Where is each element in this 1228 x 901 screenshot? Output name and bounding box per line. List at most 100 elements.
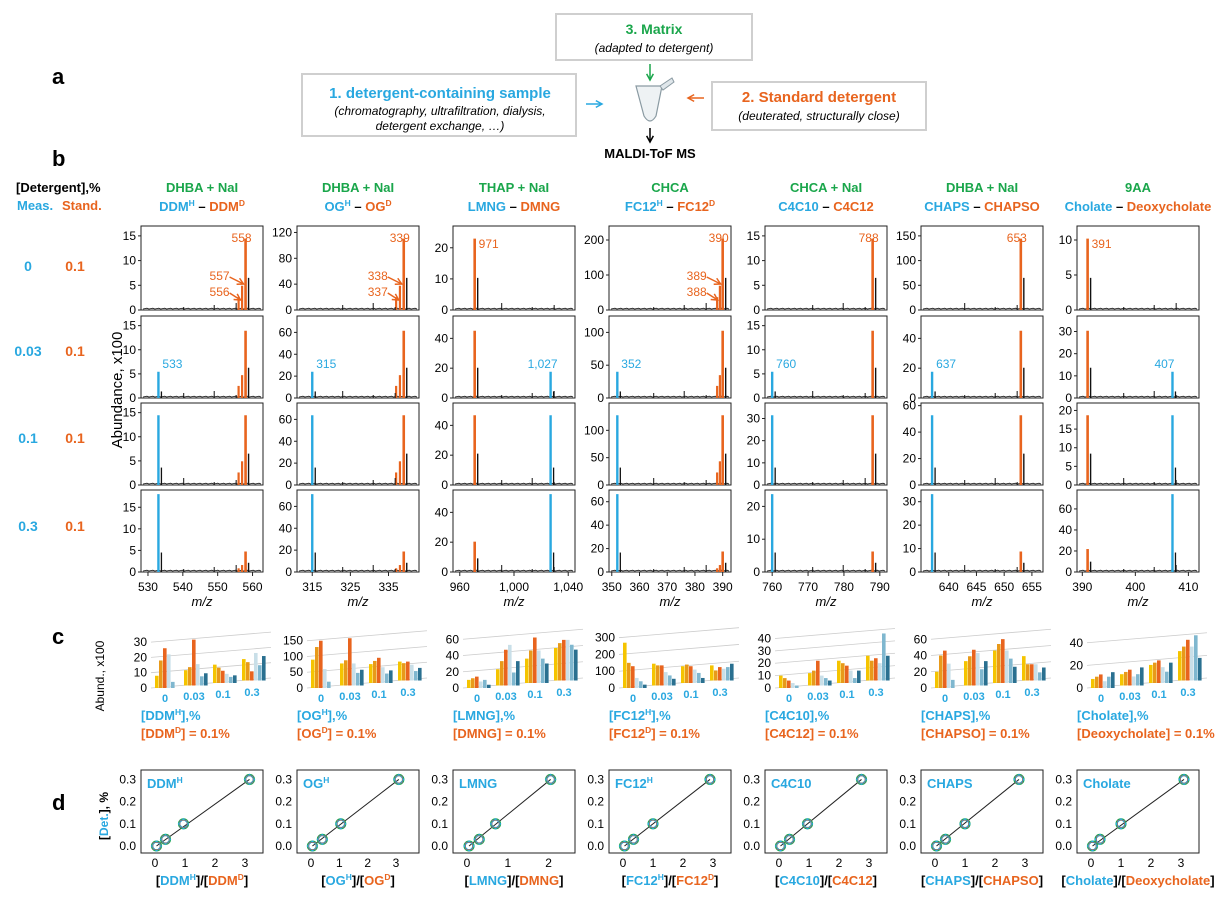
ytick-label-1-2-1: 20 [279,456,293,470]
ytick-label-0-2-1: 5 [129,454,136,468]
bar-3-2-2 [689,666,693,683]
calib-xtick-5-1: 1 [962,856,969,870]
ytick-label-6-0-1: 5 [1065,268,1072,282]
calibration-chart-3: 0.0 0.1 0.2 0.3 0 1 2 3 [587,769,732,870]
bar-chart-3: 0 100 200 300 0 0.03 0.1 0.3 [595,627,740,705]
bar-xtick-5-2: 0.1 [995,689,1010,701]
ytick-label-6-3-2: 40 [1059,523,1073,537]
calib-xtick-6-2: 2 [1148,856,1155,870]
ytick-label-6-0-0: 0 [1065,303,1072,317]
bar-ytick-1-1: 50 [290,665,304,679]
calib-point-square-1-2 [336,819,345,828]
bar-ytick-3-3: 300 [595,631,615,645]
bar-ytick-5-0: 0 [920,681,927,695]
spectrum-panel-5-3: 0 10 20 30 [903,489,1044,579]
calibration-chart-4: 0.0 0.1 0.2 0.3 0 1 2 3 [743,769,888,870]
ytick-label-4-1-3: 15 [747,319,761,333]
bar-1-1-5 [360,669,364,686]
calib-xtick-0-3: 3 [242,856,249,870]
calib-fit-line-2 [468,779,551,847]
spectrum-panel-1-1: 0 20 40 60 315 [279,315,420,405]
bar-6-3-5 [1198,657,1202,681]
bar-5-3-5 [1042,667,1046,681]
bar-4-3-5 [886,655,890,681]
calib-ytick-5-0: 0.0 [899,839,916,853]
calib-ytick-6-0: 0.0 [1055,839,1072,853]
xtick-label-5-0: 640 [939,580,959,594]
ytick-label-6-2-3: 15 [1059,422,1073,436]
spectrum-panel-3-0: 0 100 200 390 389 388 [584,225,732,317]
bar-xtick-1-3: 0.3 [400,687,415,699]
bar-3-1-4 [668,675,672,686]
xtick-label-5-2: 650 [994,580,1014,594]
ytick-label-0-0-0: 0 [129,303,136,317]
peak-annotation-1-0-1: 338 [368,269,388,283]
peak-annotation-1-0-0: 339 [390,231,410,245]
bar-6-3-0 [1178,651,1182,681]
calib-point-square-3-0 [620,842,629,850]
calib-ytick-1-0: 0.0 [275,839,292,853]
ytick-label-2-1-2: 40 [435,331,449,345]
spectrum-panel-4-3: 0 10 20 [747,489,888,579]
calib-xtick-1-3: 3 [393,856,400,870]
bar-5-3-1 [1026,664,1030,681]
output-label: MALDI-ToF MS [604,146,696,161]
ytick-label-4-1-0: 0 [753,391,760,405]
calib-point-square-1-3 [394,775,403,784]
bar-1-3-4 [414,671,418,681]
bar-xtick-0-3: 0.3 [244,687,259,699]
bar-chart-2: 0 20 40 60 0 0.03 0.1 0.3 [446,628,584,705]
ytick-label-1-0-0: 0 [285,303,292,317]
bar-6-2-1 [1153,662,1157,683]
calibration-chart-2: 0.0 0.1 0.2 0.3 0 1 2 [431,769,576,870]
peak-annotation-6-1-0: 407 [1154,357,1174,371]
bar-6-2-5 [1169,662,1173,683]
bar-2-2-0 [525,658,529,683]
bar-0-3-3 [254,652,258,681]
calib-xtick-6-1: 1 [1118,856,1125,870]
spectrum-detergents-0: DDMH – DDMD [159,198,245,214]
xtick-label-4-2: 780 [834,580,854,594]
ytick-label-6-2-2: 10 [1059,441,1073,455]
bar-0-2-0 [213,664,217,683]
bar-3-3-1 [714,670,718,681]
xtick-label-4-3: 790 [870,580,890,594]
bar-6-2-0 [1149,664,1153,683]
ytick-label-0-1-2: 10 [123,343,137,357]
bar-5-1-0 [964,661,968,686]
bar-0-2-3 [225,673,229,683]
calib-ytick-2-2: 0.2 [431,795,448,809]
xtick-label-2-1: 1,000 [499,580,529,594]
calib-point-square-5-1 [941,835,950,844]
xtick-label-3-0: 350 [602,580,622,594]
ytick-label-3-0-1: 100 [584,268,604,282]
calib-ytick-3-1: 0.1 [587,817,604,831]
bar-1-1-4 [356,672,360,686]
spectrum-matrix-2: THAP + NaI [479,180,549,195]
bar-6-0-0 [1091,678,1095,688]
bar-1-2-3 [381,667,385,683]
standard-box [711,81,927,131]
calib-point-square-6-0 [1088,842,1097,850]
bar-2-1-0 [496,669,500,686]
xtick-label-0-0: 530 [138,580,158,594]
bar-xtick-2-3: 0.3 [556,687,571,699]
matrix-box [555,13,753,61]
spectrum-panel-0-3: 0 5 10 15 [123,489,264,579]
bar-5-2-1 [997,644,1001,683]
calib-xtick-3-2: 2 [680,856,687,870]
bar-4-1-5 [828,680,832,686]
calib-ytick-3-3: 0.3 [587,772,604,786]
ytick-label-6-3-3: 60 [1059,502,1073,516]
spectrum-matrix-1: DHBA + NaI [322,180,394,195]
ytick-label-1-0-3: 120 [272,225,292,239]
xtick-label-2-0: 960 [450,580,470,594]
row-meas-3: 0.3 [18,518,38,534]
ytick-label-2-3-1: 20 [435,535,449,549]
bar-0-0-1 [159,660,163,688]
calib-point-square-0-2 [179,819,188,828]
bar-2-1-3 [508,644,512,686]
spectrum-panel-1-2: 0 20 40 60 [279,402,420,492]
ytick-label-5-2-1: 20 [903,452,917,466]
ytick-label-1-1-0: 0 [285,391,292,405]
